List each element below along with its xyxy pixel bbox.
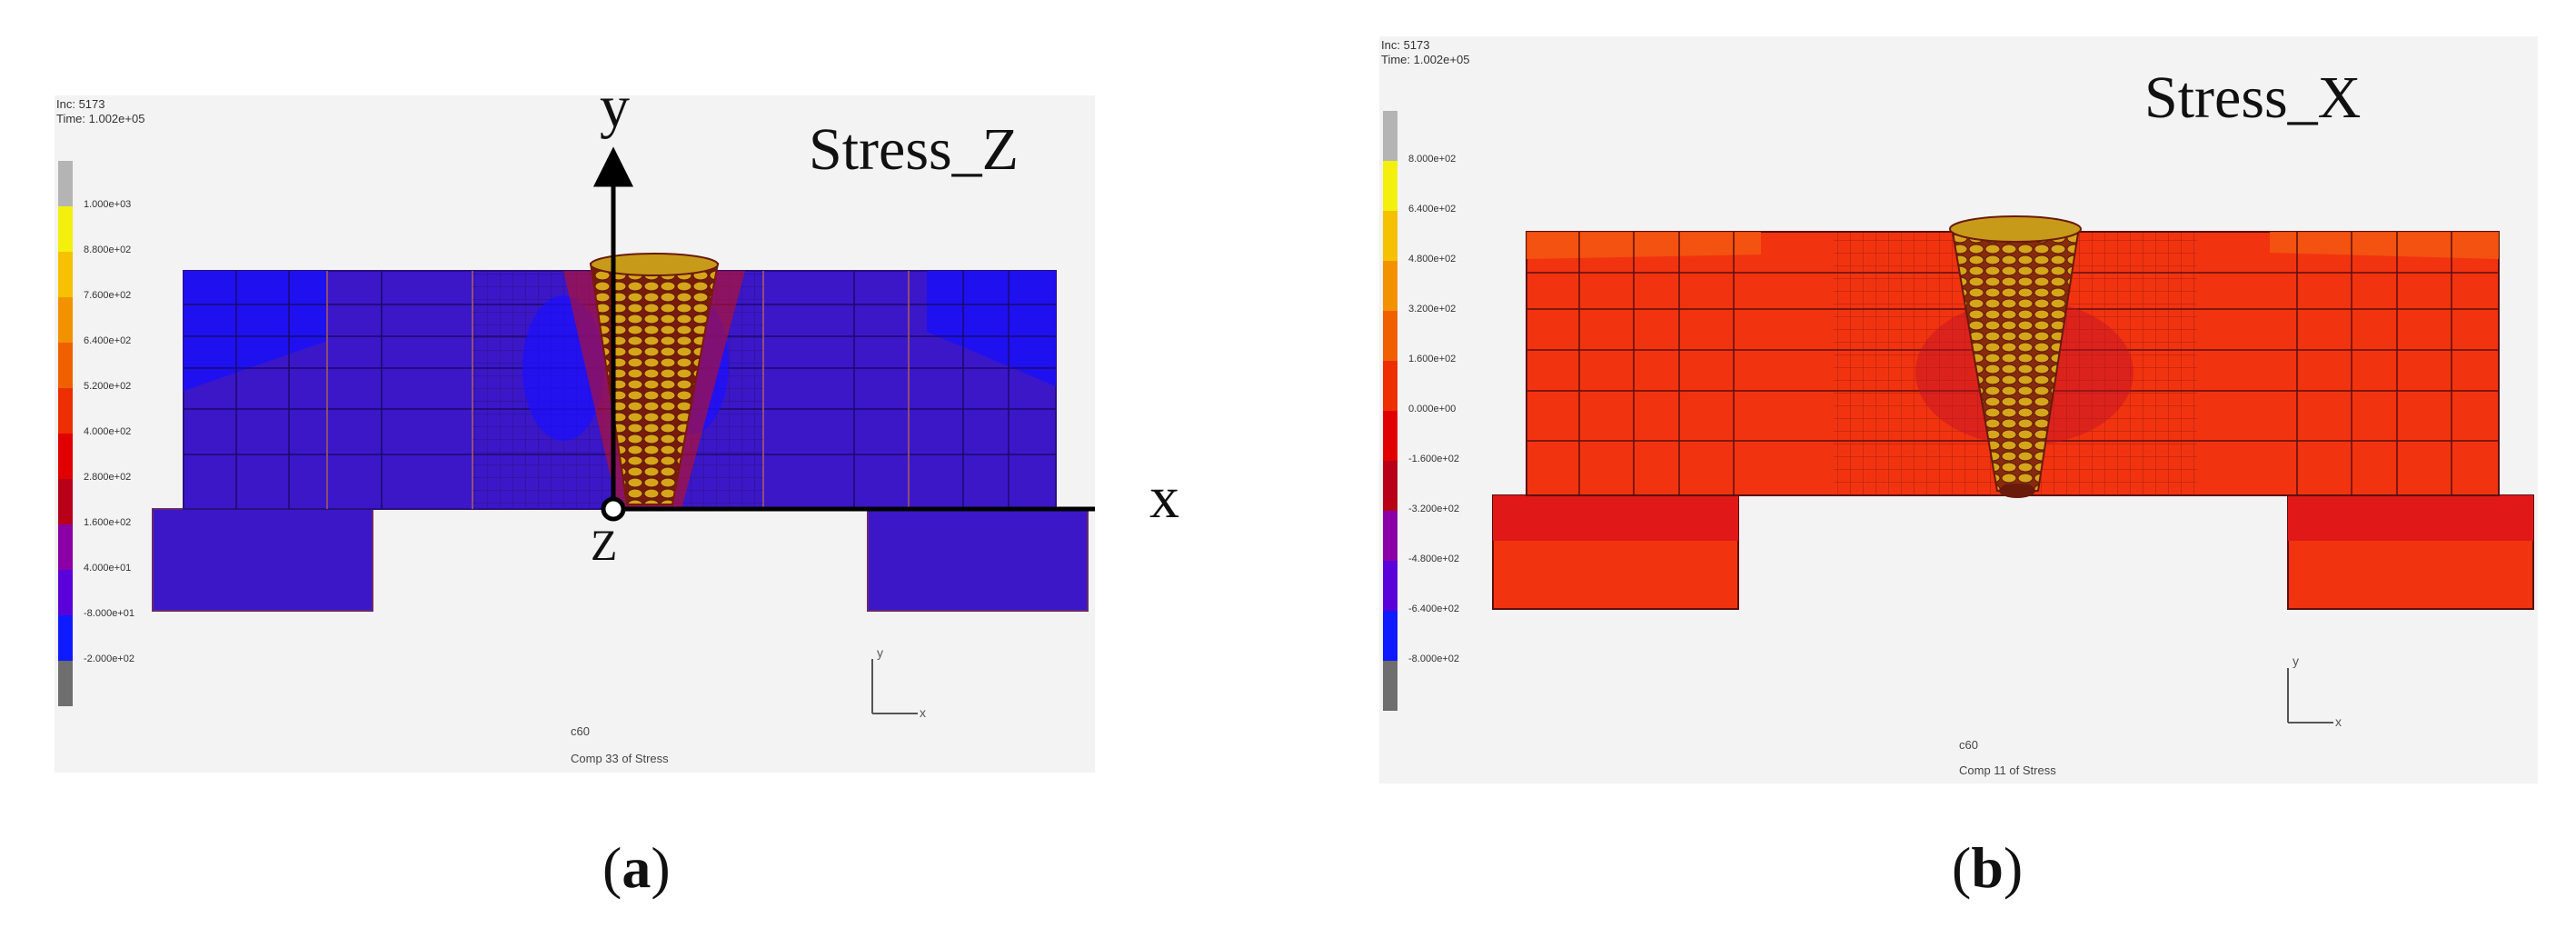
legend-swatch [1383, 361, 1397, 411]
info-line-time: Time: 1.002e+05 [56, 112, 145, 125]
legend-label: -4.800e+02 [1408, 554, 1459, 564]
caption-b-letter: b [1971, 835, 2004, 900]
legend-swatch [58, 661, 73, 706]
legend-label: 1.600e+02 [84, 517, 132, 528]
svg-text:x: x [2335, 714, 2342, 729]
plot-title-a: Stress_Z [809, 116, 1019, 183]
plot-title-b: Stress_X [2144, 65, 2362, 131]
legend-swatch [1383, 661, 1397, 711]
legend-colorbar-b [1383, 111, 1397, 711]
legend-swatch [1383, 511, 1397, 561]
legend-swatch [1383, 161, 1397, 211]
svg-text:y: y [2293, 654, 2299, 668]
info-line-time: Time: 1.002e+05 [1381, 53, 1470, 66]
svg-text:y: y [877, 645, 883, 660]
legend-swatch [58, 524, 73, 570]
legend-swatch [1383, 211, 1397, 261]
legend-label: 4.800e+02 [1408, 254, 1457, 264]
legend-swatch [58, 388, 73, 434]
panel-b: y x Inc: 5173 Time: 1.002e+05 Stress_X 8… [1379, 36, 2538, 783]
legend-swatch [1383, 311, 1397, 361]
legend-label: -6.400e+02 [1408, 604, 1459, 614]
footer-caption-a: Comp 33 of Stress [571, 752, 669, 765]
legend-swatch [58, 479, 73, 524]
info-lines-b: Inc: 5173 Time: 1.002e+05 [1381, 38, 1469, 67]
legend-swatch [58, 434, 73, 479]
footer-small-b: c60 [1959, 738, 1978, 752]
legend-label: -8.000e+02 [1408, 654, 1459, 664]
legend-label: 8.000e+02 [1408, 154, 1457, 165]
legend-swatch [58, 161, 73, 206]
stress-x-plot: y x [1379, 36, 2538, 783]
legend-swatch [1383, 611, 1397, 661]
axis-label-y: y [600, 74, 630, 140]
legend-swatch [58, 297, 73, 343]
legend-label: 4.000e+01 [84, 563, 132, 574]
legend-colorbar-a [58, 161, 73, 706]
legend-swatch [1383, 261, 1397, 311]
legend-label: 1.600e+02 [1408, 354, 1457, 364]
legend-label: 1.000e+03 [84, 199, 132, 210]
footer-caption-b: Comp 11 of Stress [1959, 763, 2056, 777]
info-line-inc: Inc: 5173 [1381, 38, 1430, 52]
stress-z-plot: y x [55, 95, 1095, 773]
footer-small-a: c60 [571, 724, 590, 738]
legend-label: -1.600e+02 [1408, 454, 1459, 464]
legend-swatch [1383, 561, 1397, 611]
legend-label: -3.200e+02 [1408, 504, 1459, 514]
legend-swatch [1383, 111, 1397, 161]
svg-text:x: x [920, 705, 926, 720]
axis-label-x: x [1149, 464, 1179, 531]
legend-label: -8.000e+01 [84, 608, 134, 619]
caption-b: (b) [1952, 835, 2024, 900]
legend-label: 5.200e+02 [84, 381, 132, 392]
legend-swatch [58, 570, 73, 615]
legend-label: 4.000e+02 [84, 426, 132, 437]
legend-swatch [58, 343, 73, 388]
caption-a-letter: a [622, 835, 651, 900]
legend-swatch [58, 252, 73, 297]
panel-a: y x Inc: 5173 Time: 1.002e+05 Stress_Z y… [55, 74, 1179, 773]
legend-label: 6.400e+02 [1408, 204, 1457, 215]
axis-label-origin: Z [591, 522, 618, 570]
legend-label: 7.600e+02 [84, 290, 132, 301]
info-line-inc: Inc: 5173 [56, 97, 105, 111]
legend-label: 3.200e+02 [1408, 304, 1457, 314]
legend-label: -2.000e+02 [84, 654, 134, 664]
legend-label: 8.800e+02 [84, 244, 132, 255]
caption-a: (a) [602, 835, 671, 900]
legend-swatch [58, 615, 73, 661]
legend-swatch [1383, 411, 1397, 461]
legend-label: 2.800e+02 [84, 472, 132, 483]
legend-label: 0.000e+00 [1408, 404, 1457, 414]
legend-swatch [58, 206, 73, 252]
legend-label: 6.400e+02 [84, 335, 132, 346]
legend-swatch [1383, 461, 1397, 511]
info-lines-a: Inc: 5173 Time: 1.002e+05 [56, 97, 144, 126]
